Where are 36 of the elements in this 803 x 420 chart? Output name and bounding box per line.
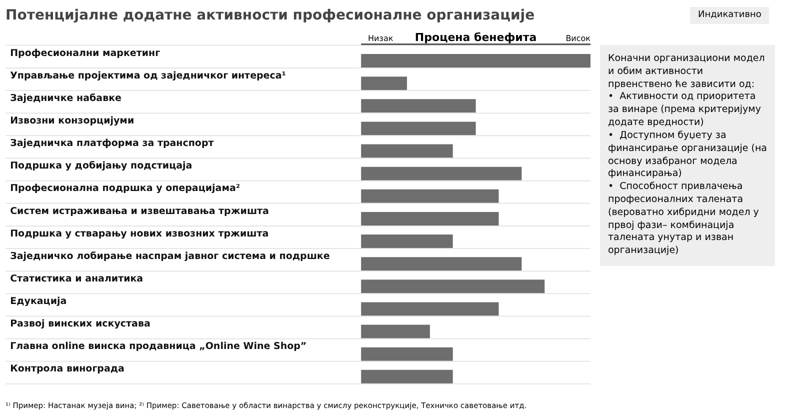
- y-tick-label: Систем истраживања и извештавања тржишта: [10, 206, 269, 217]
- bar: [361, 280, 545, 294]
- y-tick-label: Заједничко лобирање наспрам јавног система и подршке: [10, 250, 330, 262]
- y-tick-label: Управљање пројектима од заједничког интереса¹: [10, 70, 286, 82]
- y-tick-label: Главна online винска продавница „Online Wine Shop”: [10, 341, 307, 352]
- y-tick-label: Подршка у добијању подстицаја: [10, 160, 192, 172]
- y-tick-label: Заједничка платформа за транспорт: [10, 138, 214, 150]
- text: Коначни организациони модел и обим активности првенствено ће зависити од: • Активности од приоритета за винаре (према критеријуму додате вредности) • Доступном буџету за финансирање организације (на основу изабраног модела финансирања) • Способност привлачења професионалних талената (вероватно хибридни модел у првој фази– комбинација талената унутар и изван организације): [608, 53, 767, 256]
- chart-title: Потенцијалне додатне активности професионалне организације: [6, 8, 535, 24]
- y-tick-label: Заједничке набавке: [10, 92, 122, 104]
- bar: [361, 76, 407, 90]
- y-tick-label: Контрола винограда: [10, 364, 124, 375]
- bar: [361, 189, 499, 203]
- bar: [361, 370, 453, 384]
- bar: [361, 122, 476, 136]
- annotation: Низак: [368, 34, 394, 44]
- bar: [361, 166, 522, 180]
- x-axis-title: Процена бенефита: [414, 31, 537, 44]
- y-tick-label: Развој винских искустава: [10, 318, 150, 330]
- bar: [361, 257, 522, 271]
- bar: [361, 234, 453, 248]
- bar: [361, 302, 499, 316]
- y-tick-label: Статистика и аналитика: [10, 273, 144, 284]
- bar: [361, 212, 499, 226]
- bar: [361, 99, 476, 113]
- bar: [361, 347, 453, 361]
- y-tick-label: Едукација: [10, 296, 67, 308]
- bar: [361, 144, 453, 158]
- y-tick-label: Професионални маркетинг: [10, 48, 160, 59]
- bar: [361, 54, 590, 68]
- y-tick-label: Професионална подршка у операцијама²: [10, 183, 240, 194]
- y-tick-label: Подршка у стварању нових извозних тржишта: [10, 228, 269, 240]
- y-tick-label: Извозни конзорцијуми: [10, 116, 134, 127]
- text: Индикативно: [690, 7, 770, 24]
- bar: [361, 324, 430, 338]
- annotation: Висок: [566, 34, 591, 44]
